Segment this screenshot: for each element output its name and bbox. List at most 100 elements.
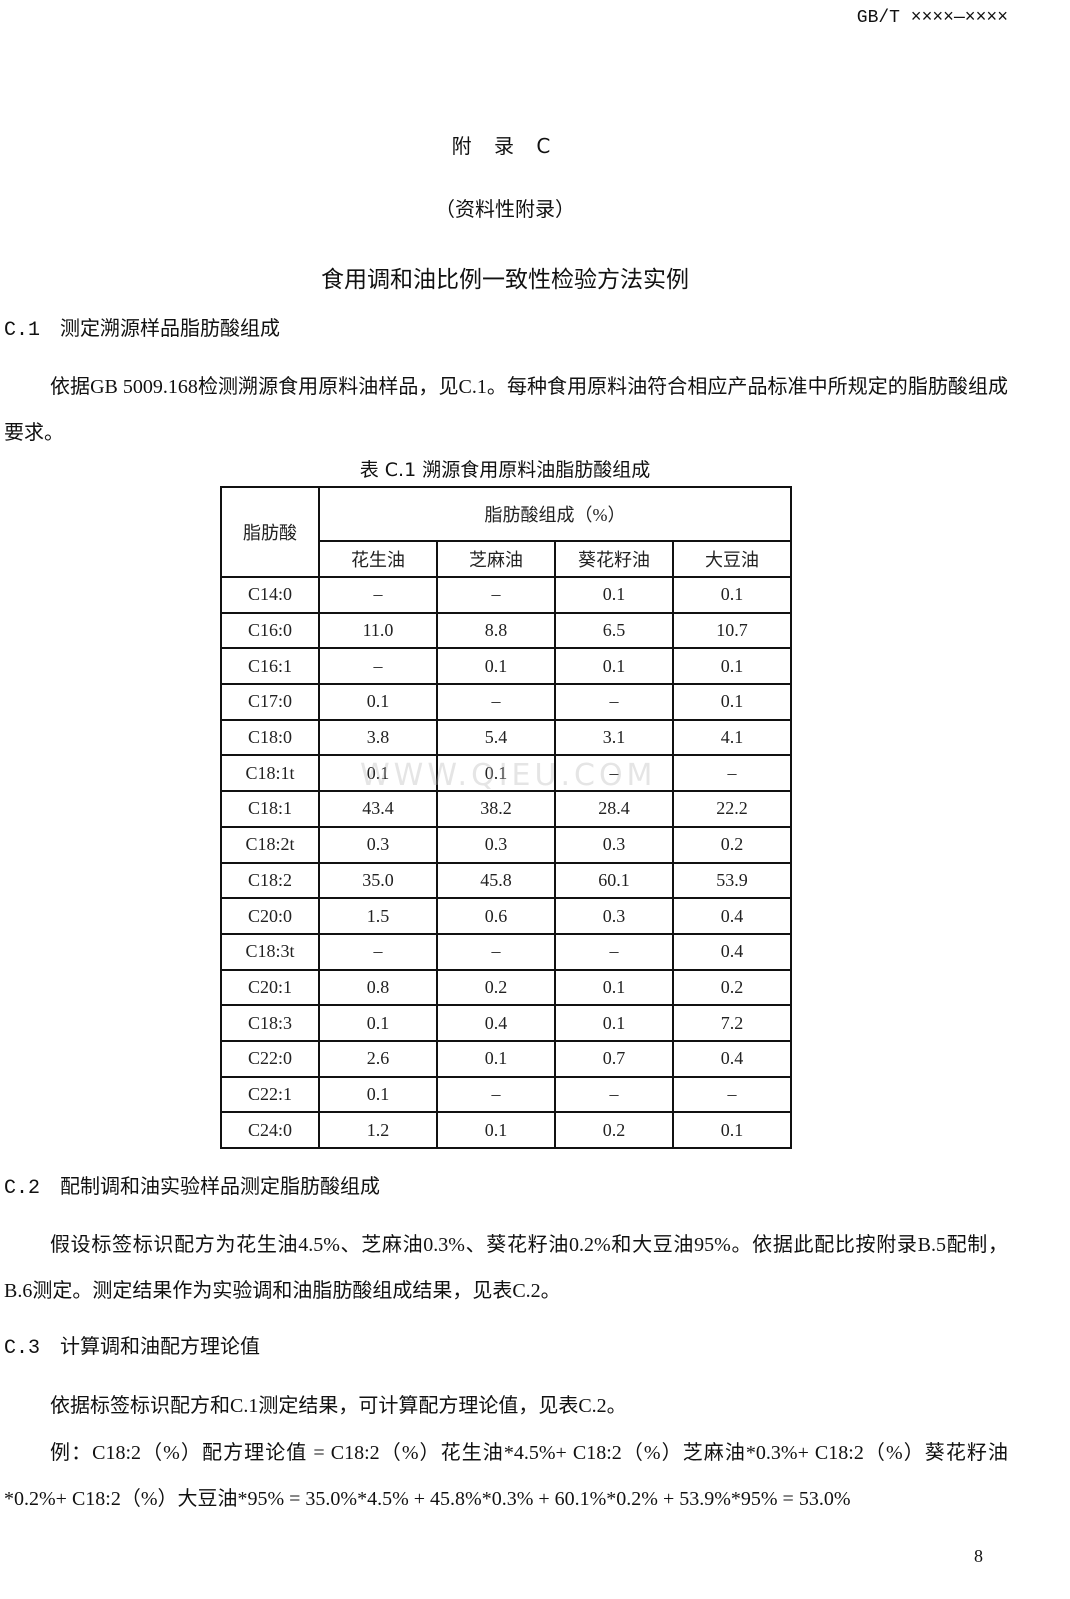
value-cell: 3.1 [554,718,674,757]
table-row: C18:2t 0.3 0.3 0.3 0.2 [220,825,792,864]
fatty-acid-cell: C16:0 [220,611,320,650]
table-row: C17:0 0.1– –0.1 [220,683,792,721]
fatty-acid-cell: C22:0 [220,1039,320,1078]
value-cell: 3.8 [318,718,438,757]
value-cell: 0.2 [436,968,556,1007]
table-row: C18:3t – – –0.4 [220,932,792,971]
value-cell: 53.9 [672,861,792,900]
value-cell: 0.1 [436,1039,556,1078]
paragraph: 依据标签标识配方和C.1测定结果，可计算配方理论值，见表C.2。 [50,1395,627,1417]
value-cell: 45.8 [436,861,556,900]
value-cell: 0.1 [672,683,792,721]
fatty-acid-cell: C18:3t [220,932,320,971]
value-cell: – [436,932,556,971]
value-cell: – [554,683,674,721]
fatty-acid-cell: C20:1 [220,968,320,1007]
value-cell: 0.8 [318,968,438,1007]
value-cell: 0.1 [318,1075,438,1114]
value-cell: 35.0 [318,861,438,900]
value-cell: 0.1 [318,683,438,721]
value-cell: – [436,1075,556,1114]
value-cell: 1.2 [318,1111,438,1149]
fatty-acid-cell: C18:0 [220,718,320,757]
value-cell: 4.1 [672,718,792,757]
table-row: C22:1 0.1– – – [220,1075,792,1114]
table-row: C20:1 0.8 0.2 0.1 0.2 [220,968,792,1007]
value-cell: – [318,647,438,686]
value-cell: 0.6 [436,897,556,935]
value-cell: 0.1 [672,576,792,614]
fatty-acid-cell: C18:1t [220,754,320,793]
table-row: C18:1 43.4 38.2 28.4 22.2 [220,790,792,828]
value-cell: 2.6 [318,1039,438,1078]
fatty-acid-cell: C18:1 [220,790,320,828]
value-cell: 0.1 [672,1111,792,1149]
appendix-type: （资料性附录） [435,197,575,221]
section-number: C.3 [4,1337,41,1360]
value-cell: 0.7 [554,1039,674,1078]
fatty-acid-cell: C16:1 [220,647,320,686]
fatty-acid-cell: C17:0 [220,683,320,721]
value-cell: 10.7 [672,611,792,650]
value-cell: – [554,932,674,971]
group-header: 脂肪酸组成（%） [318,486,792,542]
table-row: C16:1–0.1 0.1 0.1 [220,647,792,686]
table-row: C18:0 3.8 5.4 3.1 4.1 [220,718,792,757]
section-heading-c2: C.2 配制调和油实验样品测定脂肪酸组成 [4,1170,380,1200]
value-cell: 0.1 [436,754,556,793]
value-cell: 11.0 [318,611,438,650]
value-cell: 0.1 [436,647,556,686]
value-cell: 60.1 [554,861,674,900]
table-caption: 表 C.1 溯源食用原料油脂肪酸组成 [359,459,651,481]
value-cell: 0.1 [672,647,792,686]
value-cell: 0.1 [554,1004,674,1042]
value-cell: – [318,576,438,614]
paragraph: 例：C18:2（%）配方理论值 = C18:2（%）花生油*4.5%+ C18:… [4,1442,1008,1510]
table-row: C20:0 1.5 0.6 0.3 0.4 [220,897,792,935]
table-row: C24:0 1.2 0.1 0.2 0.1 [220,1111,792,1149]
column-header: 葵花籽油 [554,540,674,578]
page-number: 8 [974,1546,983,1566]
table-row: C16:0 11.0 8.8 6.5 10.7 [220,611,792,650]
value-cell: 1.5 [318,897,438,935]
table-row: C22:0 2.6 0.1 0.7 0.4 [220,1039,792,1078]
column-header: 大豆油 [672,540,792,578]
table-row: C14:0– –0.1 0.1 [220,576,792,614]
value-cell: 5.4 [436,718,556,757]
table-row: C18:3 0.1 0.4 0.1 7.2 [220,1004,792,1042]
fatty-acid-cell: C22:1 [220,1075,320,1114]
value-cell: 22.2 [672,790,792,828]
value-cell: – [318,932,438,971]
value-cell: – [672,754,792,793]
value-cell: 43.4 [318,790,438,828]
fatty-acid-cell: C18:2 [220,861,320,900]
section-title: 测定溯源样品脂肪酸组成 [60,316,280,340]
fatty-acid-table: 脂肪酸 脂肪酸组成（%） 花生油 芝麻油 葵花籽油 大豆油 C14:0– –0.1… [220,486,792,1149]
section-heading-c1: C.1 测定溯源样品脂肪酸组成 [4,312,280,342]
value-cell: 28.4 [554,790,674,828]
fatty-acid-cell: C24:0 [220,1111,320,1149]
section-number: C.1 [4,319,41,342]
value-cell: 0.2 [554,1111,674,1149]
value-cell: 6.5 [554,611,674,650]
value-cell: 38.2 [436,790,556,828]
value-cell: 7.2 [672,1004,792,1042]
value-cell: 0.4 [672,1039,792,1078]
value-cell: – [554,754,674,793]
value-cell: 0.1 [554,968,674,1007]
section-title: 配制调和油实验样品测定脂肪酸组成 [60,1174,380,1198]
value-cell: – [554,1075,674,1114]
value-cell: 0.3 [554,825,674,864]
fatty-acid-cell: C18:3 [220,1004,320,1042]
value-cell: – [672,1075,792,1114]
column-header: 芝麻油 [436,540,556,578]
value-cell: 0.4 [436,1004,556,1042]
section-number: C.2 [4,1177,41,1200]
standard-code: GB/T ××××—×××× [856,8,1008,28]
table-row: C18:2 35.0 45.8 60.1 53.9 [220,861,792,900]
paragraph: 依据GB 5009.168检测溯源食用原料油样品，见C.1。每种食用原料油符合相… [4,376,1008,444]
fatty-acid-cell: C20:0 [220,897,320,935]
fatty-acid-cell: C18:2t [220,825,320,864]
value-cell: – [436,576,556,614]
value-cell: 0.4 [672,932,792,971]
